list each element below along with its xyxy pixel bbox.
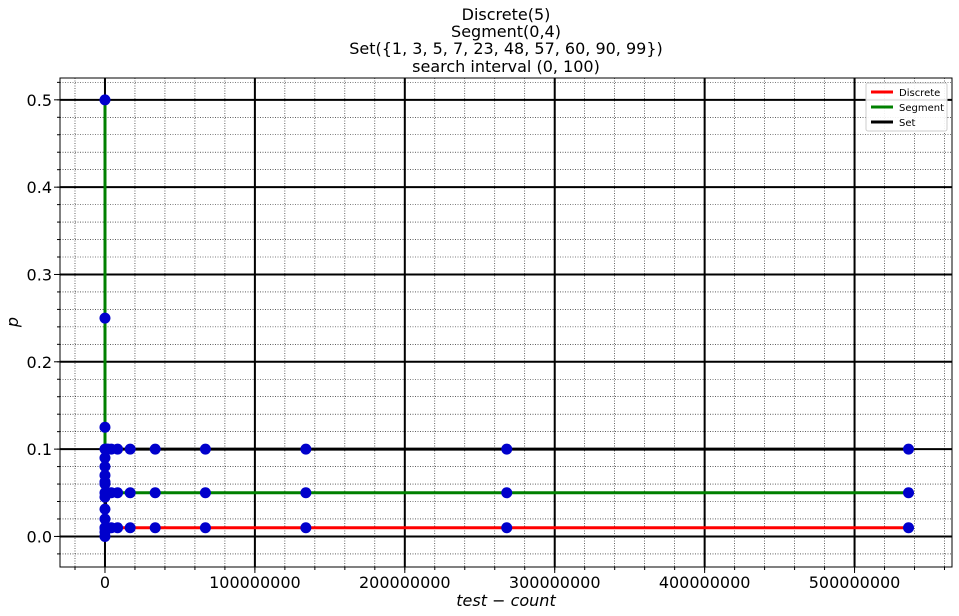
data-point	[112, 443, 124, 455]
data-point	[124, 443, 136, 455]
x-tick-label: 0	[100, 573, 110, 592]
series-lines	[103, 99, 909, 537]
title-line: Discrete(5)	[462, 5, 551, 24]
data-point	[903, 443, 915, 455]
data-point	[903, 522, 915, 534]
data-point	[124, 522, 136, 534]
title-line: search interval (0, 100)	[412, 57, 600, 76]
data-point	[300, 522, 312, 534]
data-point	[99, 503, 111, 515]
x-axis-ticks: 0 100000000 200000000 300000000 400000000 500…	[74, 567, 946, 592]
x-tick-label: 200000000	[359, 573, 451, 592]
data-point	[149, 443, 161, 455]
x-tick-label: 100000000	[209, 573, 301, 592]
legend: Discrete Segment Set	[865, 82, 948, 132]
data-point	[300, 443, 312, 455]
title-line: Set({1, 3, 5, 7, 23, 48, 57, 60, 90, 99}…	[349, 39, 663, 58]
data-point	[99, 513, 111, 525]
data-point	[99, 478, 111, 490]
legend-label-segment: Segment	[899, 103, 944, 114]
x-tick-label: 300000000	[509, 573, 601, 592]
x-tick-label: 400000000	[659, 573, 751, 592]
legend-label-set: Set	[899, 118, 916, 129]
y-tick-label: 0.3	[27, 265, 52, 284]
plot-frame	[59, 77, 953, 568]
data-point	[300, 487, 312, 499]
legend-label-discrete: Discrete	[899, 88, 940, 99]
data-point	[501, 487, 513, 499]
data-point	[99, 530, 111, 542]
data-point	[99, 312, 111, 324]
y-axis-label: p	[3, 317, 22, 328]
data-point	[99, 461, 111, 473]
y-tick-label: 0.5	[27, 91, 52, 110]
x-axis-label: test − count	[456, 591, 556, 610]
data-point	[199, 522, 211, 534]
data-point	[903, 487, 915, 499]
data-point	[199, 443, 211, 455]
legend-box	[865, 82, 948, 132]
y-tick-label: 0.0	[27, 527, 52, 546]
data-point	[99, 94, 111, 106]
data-point	[501, 443, 513, 455]
data-point	[112, 487, 124, 499]
chart-title: Discrete(5) Segment(0,4) Set({1, 3, 5, 7…	[349, 5, 663, 76]
data-point	[99, 421, 111, 433]
y-tick-label: 0.1	[27, 440, 52, 459]
x-tick-label: 500000000	[809, 573, 901, 592]
data-point	[112, 522, 124, 534]
title-line: Segment(0,4)	[451, 22, 561, 41]
y-tick-label: 0.2	[27, 353, 52, 372]
data-point	[501, 522, 513, 534]
y-axis-ticks: 0.0 0.1 0.2 0.3 0.4 0.5	[27, 81, 60, 555]
data-markers	[99, 94, 915, 542]
data-point	[149, 522, 161, 534]
data-point	[99, 452, 111, 464]
data-point	[99, 469, 111, 481]
data-point	[199, 487, 211, 499]
data-point	[124, 487, 136, 499]
data-point	[149, 487, 161, 499]
y-tick-label: 0.4	[27, 178, 52, 197]
